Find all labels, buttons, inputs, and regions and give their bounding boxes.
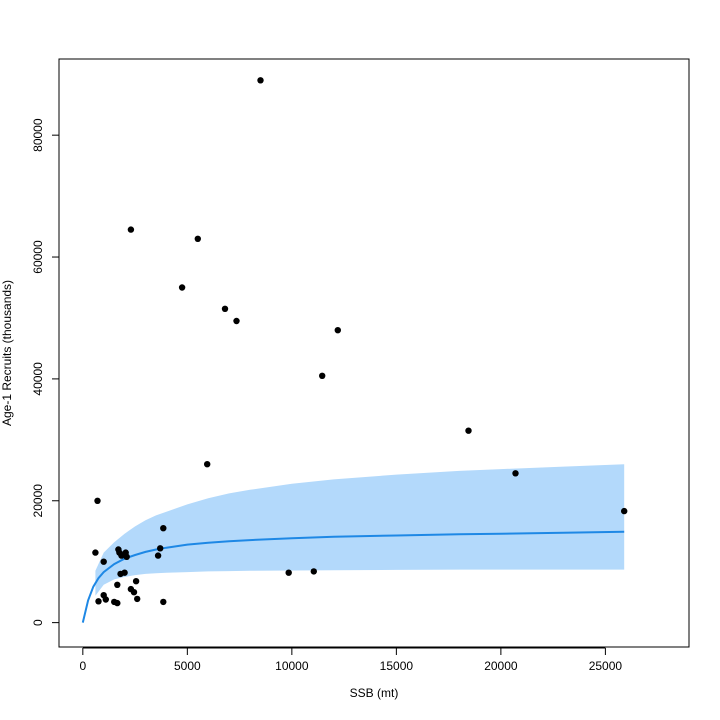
- fit-line: [81, 530, 625, 623]
- data-point: [285, 569, 292, 576]
- data-point: [130, 589, 138, 596]
- y-axis-title: Age-1 Recruits (thousands): [0, 280, 14, 426]
- x-tick-label: 10000: [275, 659, 309, 673]
- data-point: [114, 581, 121, 588]
- data-point: [160, 525, 167, 532]
- x-axis-title: SSB (mt): [350, 686, 399, 700]
- data-point: [100, 558, 107, 565]
- data-point: [123, 553, 130, 560]
- data-point: [102, 596, 110, 603]
- data-point: [134, 595, 141, 603]
- data-points-layer: [92, 77, 628, 607]
- data-point: [204, 461, 211, 468]
- x-tick-label: 5000: [174, 659, 201, 673]
- data-point: [310, 568, 317, 575]
- data-point: [95, 598, 102, 605]
- data-point: [334, 327, 341, 334]
- data-point: [319, 372, 326, 379]
- x-tick-label: 25000: [589, 659, 623, 673]
- x-tick-label: 0: [79, 659, 86, 673]
- data-point: [233, 317, 240, 325]
- data-point: [132, 578, 140, 585]
- confidence-band: [95, 464, 625, 596]
- y-tick-label: 0: [31, 619, 45, 626]
- data-point: [178, 284, 186, 291]
- x-tick-label: 15000: [380, 659, 414, 673]
- data-point: [154, 552, 162, 559]
- data-point: [127, 226, 135, 233]
- data-point: [118, 552, 125, 559]
- data-point: [92, 549, 99, 556]
- fit-line-layer: [81, 530, 625, 623]
- y-tick-label: 60000: [31, 240, 45, 274]
- data-point: [94, 497, 101, 504]
- y-tick-label: 80000: [31, 118, 45, 152]
- data-point: [114, 599, 121, 607]
- confidence-band-layer: [95, 464, 625, 596]
- data-point: [257, 77, 264, 84]
- y-tick-label: 40000: [31, 362, 45, 396]
- data-point: [465, 427, 472, 434]
- x-axis: 0 5000 10000 15000 20000 25000: [79, 647, 623, 673]
- y-tick-label: 20000: [31, 484, 45, 518]
- data-point: [512, 470, 519, 477]
- data-point: [194, 235, 201, 242]
- data-point: [157, 545, 164, 552]
- data-point: [117, 570, 124, 578]
- y-axis: 0 20000 40000 60000 80000: [31, 118, 60, 626]
- data-point: [621, 507, 628, 515]
- data-point: [160, 598, 167, 606]
- data-point: [221, 305, 229, 312]
- x-tick-label: 20000: [484, 659, 518, 673]
